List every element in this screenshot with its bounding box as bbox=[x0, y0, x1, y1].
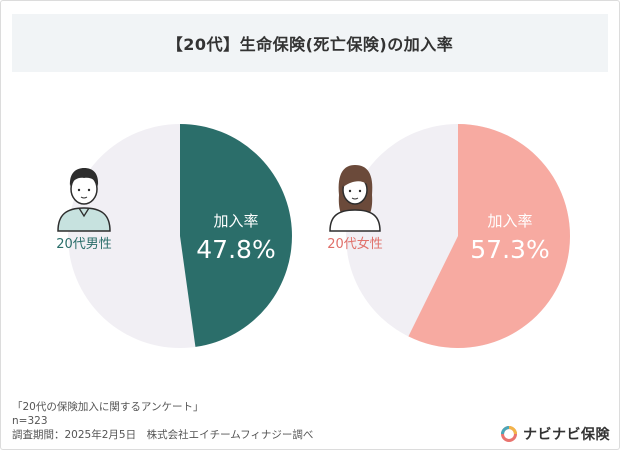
male-avatar-icon bbox=[57, 168, 111, 232]
brand-logo: ナビナビ保険 bbox=[500, 424, 610, 444]
pie-male-slice-label: 加入率 bbox=[213, 212, 258, 230]
pie-male-slice bbox=[180, 124, 292, 347]
chart-title: 【20代】生命保険(死亡保険)の加入率 bbox=[166, 35, 454, 54]
male-group-label: 20代男性 bbox=[56, 237, 112, 252]
pie-female-value-label: 57.3% bbox=[470, 235, 549, 264]
survey-period: 調査期間：2025年2月5日 株式会社エイチームフィナジー調べ bbox=[12, 429, 314, 441]
pie-female-slice-label: 加入率 bbox=[487, 212, 532, 230]
survey-name: 「20代の保険加入に関するアンケート」 bbox=[12, 401, 204, 413]
pie-male-value-label: 47.8% bbox=[196, 235, 275, 264]
pie-female-slice bbox=[408, 124, 571, 348]
sample-size: n=323 bbox=[12, 415, 48, 427]
footer-notes: 「20代の保険加入に関するアンケート」 n=323 調査期間：2025年2月5日… bbox=[12, 400, 313, 442]
pie-male: 加入率 47.8% bbox=[68, 124, 292, 348]
female-group-label: 20代女性 bbox=[327, 236, 383, 252]
female-avatar-icon bbox=[329, 165, 381, 232]
brand-logo-icon bbox=[501, 426, 517, 442]
brand-logo-text: ナビナビ保険 bbox=[523, 427, 610, 443]
title-bar: 【20代】生命保険(死亡保険)の加入率 bbox=[12, 14, 608, 72]
pie-female: 加入率 57.3% bbox=[346, 124, 571, 348]
